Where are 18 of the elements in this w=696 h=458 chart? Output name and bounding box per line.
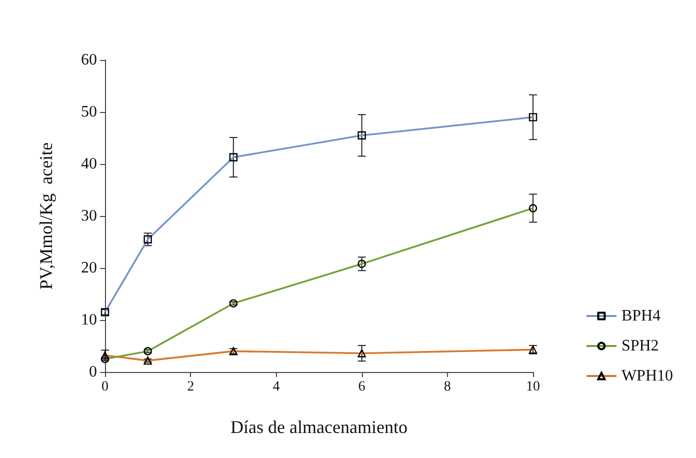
x-tick-label: 0 [102, 380, 108, 394]
x-tick-label: 10 [526, 380, 540, 394]
y-tick-label: 10 [81, 312, 97, 328]
y-tick-label: 0 [89, 364, 97, 380]
y-tick-label: 30 [81, 208, 97, 224]
legend-label: SPH2 [621, 338, 659, 354]
y-tick-label: 20 [81, 260, 97, 276]
x-tick-label: 8 [444, 380, 451, 394]
legend-label: BPH4 [621, 308, 661, 324]
legend-label: WPH10 [621, 368, 674, 384]
y-tick-label: 50 [81, 104, 97, 120]
y-tick-label: 60 [81, 52, 97, 68]
y-tick-label: 40 [81, 156, 97, 172]
x-tick-label: 4 [272, 380, 280, 394]
x-axis-title: Días de almacenamiento [230, 417, 408, 437]
x-tick-label: 2 [187, 380, 194, 394]
x-tick-label: 6 [358, 380, 366, 394]
y-axis-title: PV,Mmol/Kg aceite [36, 142, 56, 290]
